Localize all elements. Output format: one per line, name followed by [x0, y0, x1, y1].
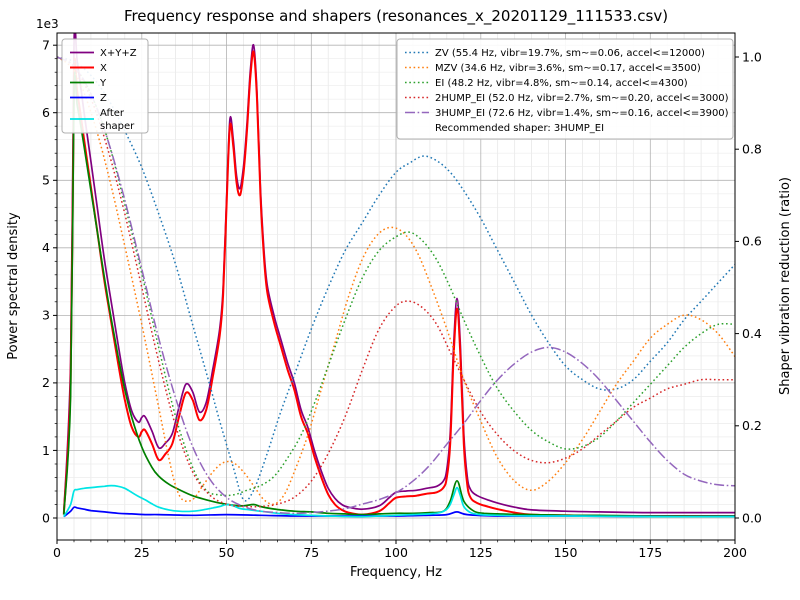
x-tick-label: 150 — [554, 545, 578, 560]
legend-label-zv: ZV (55.4 Hz, vibr=19.7%, sm~=0.06, accel… — [435, 48, 705, 59]
x-tick-label: 175 — [638, 545, 662, 560]
y-left-tick-label: 6 — [42, 105, 50, 120]
y-right-tick-label: 0.4 — [742, 326, 762, 341]
legend-layer: X+Y+Z XYZ After shaper ZV (55.4 Hz, vibr=19.… — [61, 38, 734, 140]
y-left-tick-label: 5 — [42, 173, 50, 188]
y-right-tick-label: 0.6 — [742, 234, 762, 249]
series-ei — [57, 56, 735, 497]
y-left-tick-label: 4 — [42, 240, 50, 255]
legend-label-mzv: MZV (34.6 Hz, vibr=3.6%, sm~=0.17, accel… — [435, 63, 701, 74]
series-x — [62, 50, 735, 518]
legend-label-x-y-z: X+Y+Z — [100, 48, 137, 59]
legend-shapers: ZV (55.4 Hz, vibr=19.7%, sm~=0.06, accel… — [396, 38, 734, 140]
legend-shapers-box — [396, 38, 734, 140]
y-right-tick-label: 1.0 — [742, 49, 762, 64]
series-3hump-ei — [57, 56, 735, 515]
x-tick-label: 125 — [469, 545, 493, 560]
y-left-multiplier: 1e3 — [36, 17, 59, 31]
series-layer — [57, 33, 735, 518]
legend-label-after-shaper: shaper — [100, 121, 135, 132]
y-left-tick-label: 3 — [42, 308, 50, 323]
series-2hump-ei — [57, 56, 735, 508]
x-tick-label: 100 — [384, 545, 408, 560]
legend-label-3hump-ei: 3HUMP_EI (72.6 Hz, vibr=1.4%, sm~=0.16, … — [435, 108, 729, 119]
legend-note: Recommended shaper: 3HUMP_EI — [435, 123, 604, 134]
series-z — [63, 506, 735, 518]
axes-layer: 0 25 50 75 100 125 150 175 200 0 1 2 3 4 5 6 7 0.0 0.2 0.4 0… — [42, 32, 762, 560]
series-mzv — [57, 56, 735, 506]
legend-label-ei: EI (48.2 Hz, vibr=4.8%, sm~=0.14, accel<… — [435, 78, 688, 89]
y-right-tick-label: 0.2 — [742, 418, 762, 433]
series-after-shaper — [63, 484, 735, 518]
legend-label-2hump-ei: 2HUMP_EI (52.0 Hz, vibr=2.7%, sm~=0.20, … — [435, 93, 729, 104]
y-left-tick-label: 7 — [42, 38, 50, 53]
x-tick-label: 25 — [134, 545, 150, 560]
y-right-tick-label: 0.8 — [742, 142, 762, 157]
legend-label-z: Z — [100, 93, 107, 104]
series-y — [62, 71, 735, 517]
x-tick-label: 75 — [303, 545, 319, 560]
x-tick-label: 0 — [53, 545, 61, 560]
x-tick-label: 50 — [219, 545, 235, 560]
y-left-tick-label: 2 — [42, 375, 50, 390]
chart-title: Frequency response and shapers (resonanc… — [124, 7, 668, 26]
legend-psd-box — [61, 38, 149, 134]
y-left-tick-label: 0 — [42, 510, 50, 525]
legend-label-x: X — [100, 63, 107, 74]
legend-label-after-shaper: After — [100, 108, 125, 119]
y-right-axis-label: Shaper vibration reduction (ratio) — [778, 177, 793, 395]
x-axis-label: Frequency, Hz — [350, 565, 442, 580]
x-tick-label: 200 — [723, 545, 747, 560]
y-left-tick-label: 1 — [42, 443, 50, 458]
legend-psd: X+Y+Z XYZ After shaper — [61, 38, 149, 134]
y-left-axis-label: Power spectral density — [6, 212, 21, 360]
y-right-tick-label: 0.0 — [742, 510, 762, 525]
legend-label-y: Y — [99, 78, 107, 89]
